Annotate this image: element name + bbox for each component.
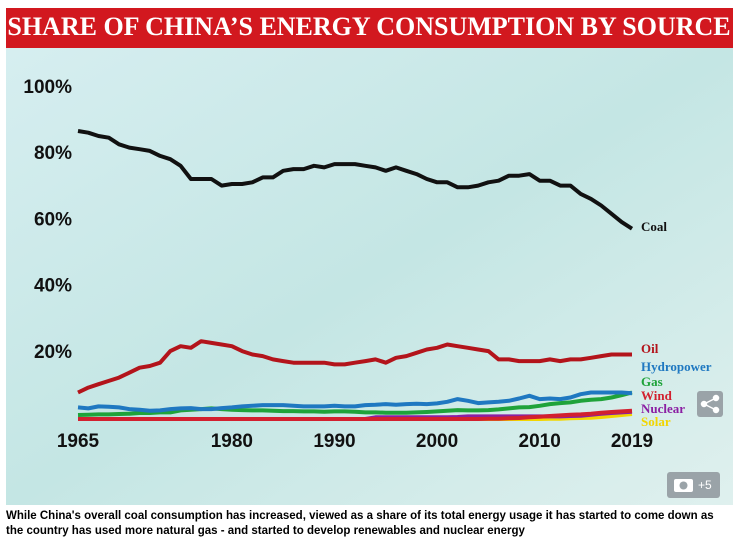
x-tick-label: 2010 [519,431,561,452]
series-line [77,390,633,417]
y-tick-label: 20% [34,342,72,363]
x-tick-label: 1990 [313,431,355,452]
chart: SHARE OF CHINA’S ENERGY CONSUMPTION BY S… [6,8,733,505]
title-banner [6,8,733,48]
series-label: Wind [641,388,673,403]
x-tick-label: 1980 [211,431,253,452]
y-tick-label: 40% [34,276,72,297]
series-label: Hydropower [641,359,712,374]
photo-count: +5 [698,478,712,492]
series-line [77,129,634,231]
y-tick-label: 80% [34,143,72,164]
series-line [77,390,633,413]
x-tick-label: 1965 [57,431,100,452]
share-icon [700,394,720,414]
chart-title: SHARE OF CHINA’S ENERGY CONSUMPTION BY S… [7,12,730,41]
series-label: Coal [641,219,667,234]
series-label: Solar [641,414,671,429]
camera-icon [674,479,693,492]
series-line [78,408,633,421]
chart-background [6,48,733,505]
series-label: Nuclear [641,401,685,416]
y-tick-label: 100% [23,77,72,98]
series-line [77,339,632,395]
x-tick-label: 2000 [416,431,458,452]
caption: While China's overall coal consumption h… [6,510,714,537]
series-label: Gas [641,374,663,389]
y-tick-label: 60% [34,209,72,230]
series-label: Oil [641,341,659,356]
x-tick-label: 2019 [611,431,653,452]
